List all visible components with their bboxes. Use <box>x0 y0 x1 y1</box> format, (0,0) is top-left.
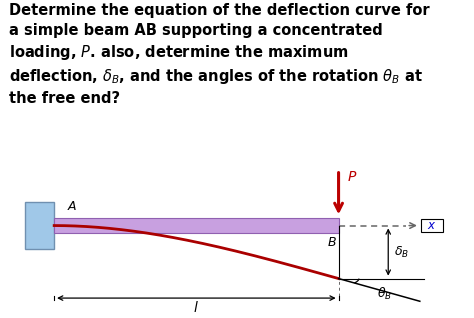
Text: $A$: $A$ <box>67 200 77 213</box>
Text: $\delta_B$: $\delta_B$ <box>393 245 409 259</box>
Bar <box>25 202 54 249</box>
Bar <box>421 219 443 232</box>
Bar <box>54 218 338 233</box>
Text: $\theta_B$: $\theta_B$ <box>377 287 392 302</box>
Text: $l$: $l$ <box>193 300 199 315</box>
Text: $x$: $x$ <box>428 219 437 232</box>
Text: $P$: $P$ <box>346 170 357 184</box>
Text: $B$: $B$ <box>327 236 337 249</box>
Text: Determine the equation of the deflection curve for
a simple beam AB supporting a: Determine the equation of the deflection… <box>9 3 430 106</box>
